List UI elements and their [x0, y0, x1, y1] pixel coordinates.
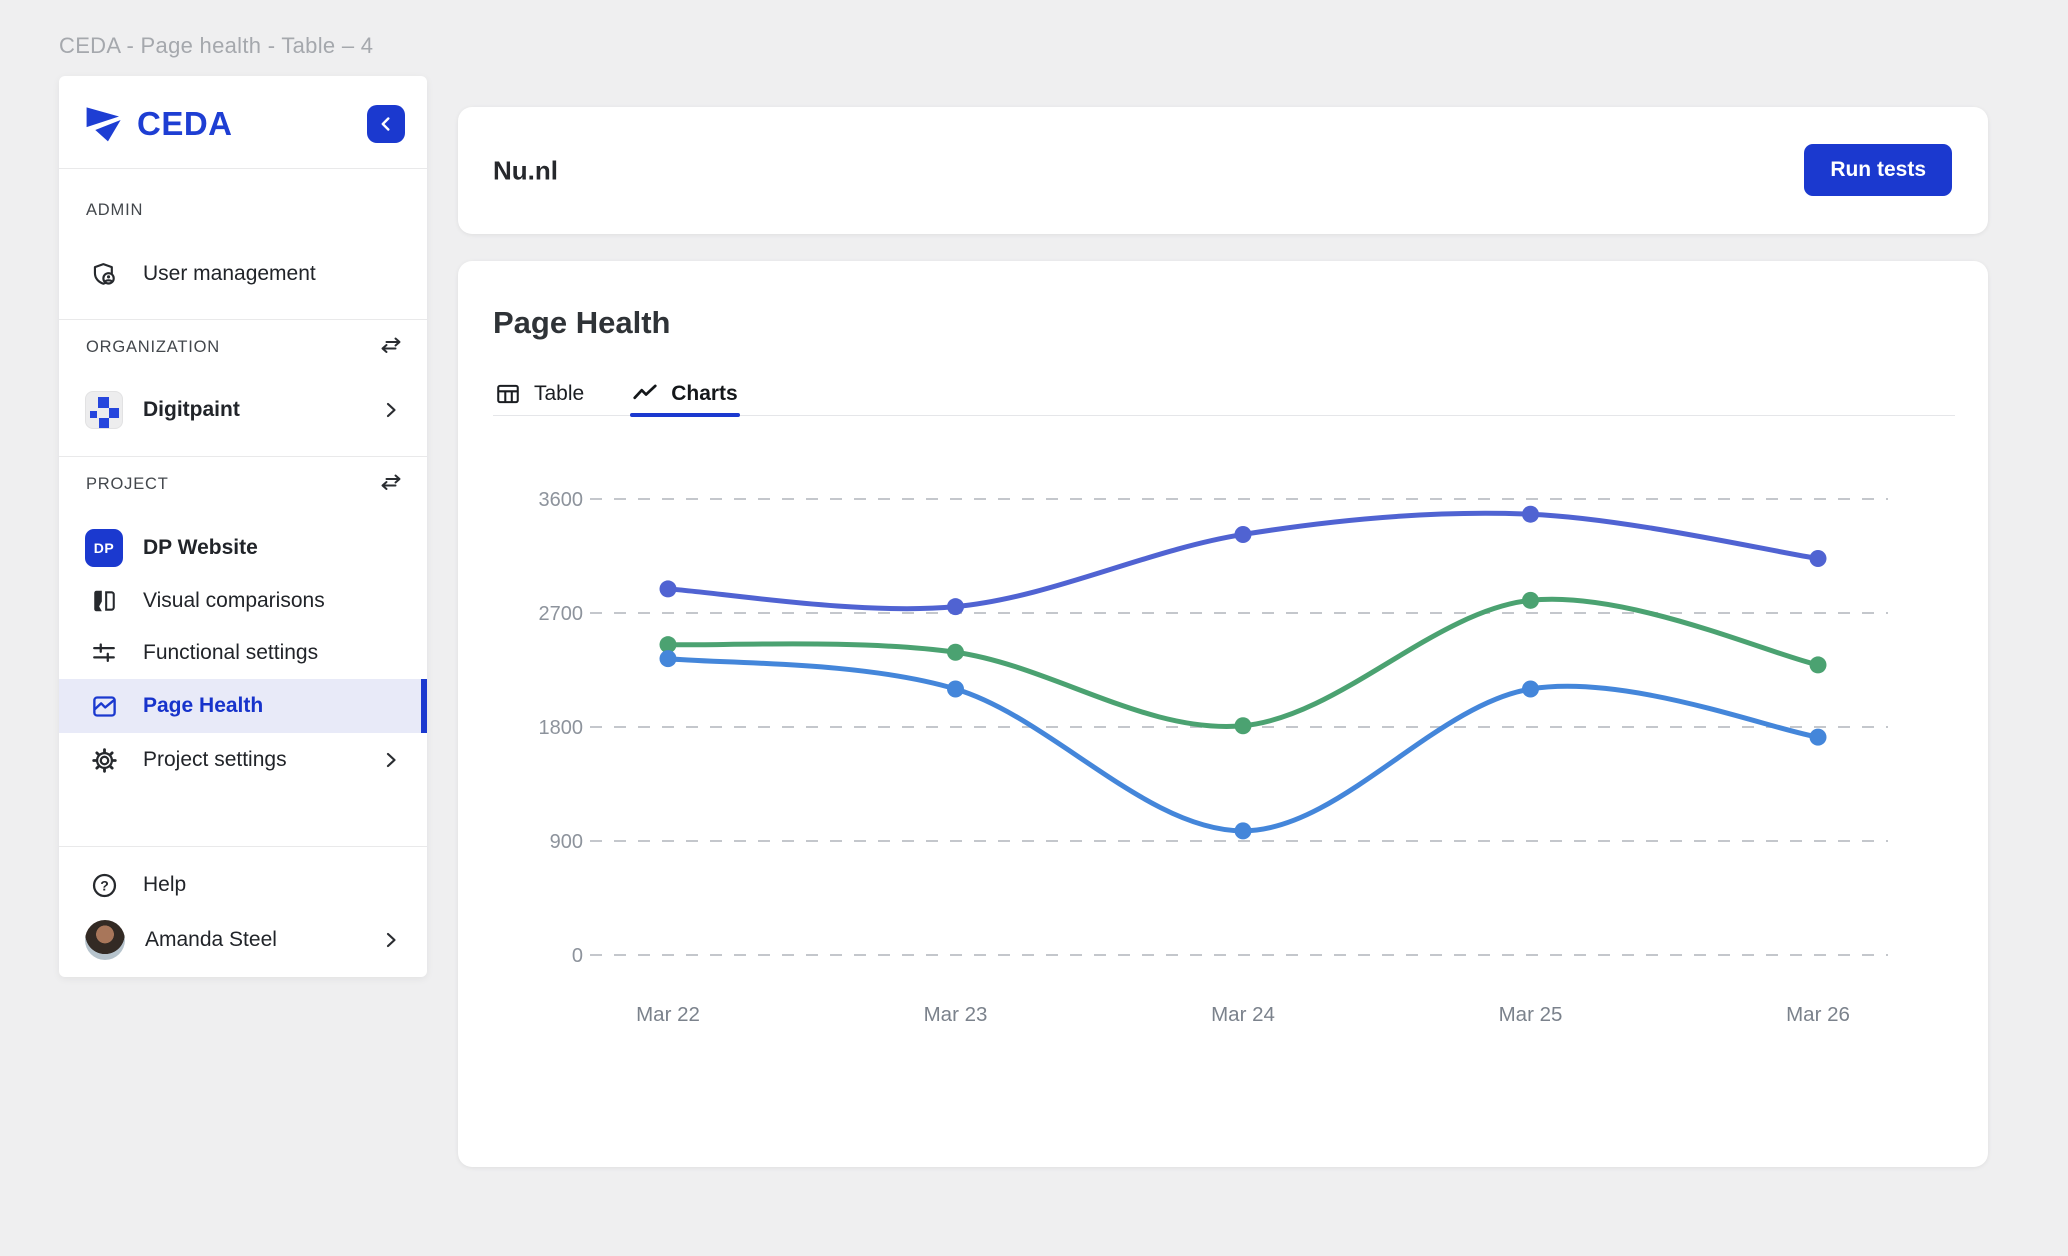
sidebar-spacer [59, 787, 427, 846]
divider [59, 456, 427, 457]
sidebar: CEDA ADMIN [59, 76, 427, 977]
chart-point-indigo [659, 580, 677, 598]
x-axis-tick-label: Mar 26 [1786, 1003, 1850, 1026]
sliders-icon [85, 634, 123, 672]
tab-label: Charts [671, 382, 738, 405]
chart-point-indigo [947, 598, 964, 616]
ceda-logo-icon [85, 105, 123, 143]
x-axis-tick-label: Mar 24 [1211, 1003, 1275, 1026]
switch-organization-icon[interactable] [379, 335, 403, 359]
sidebar-item-functional-settings[interactable]: Functional settings [59, 627, 427, 679]
tab-bar: Table Charts [493, 373, 1955, 417]
tab-charts[interactable]: Charts [630, 373, 740, 417]
y-axis-tick-label: 2700 [539, 603, 584, 625]
table-icon [495, 381, 521, 407]
divider [59, 319, 427, 320]
page-health-chart-icon [85, 687, 123, 725]
digitpaint-logo-icon [85, 391, 123, 429]
chart-point-green [1809, 656, 1827, 674]
line-chart-icon [632, 381, 658, 407]
chart-point-green [1522, 591, 1539, 609]
section-label: PROJECT [86, 474, 169, 493]
sidebar-item-visual-comparisons[interactable]: Visual comparisons [59, 575, 427, 627]
y-axis-tick-label: 1800 [539, 717, 584, 739]
avatar [85, 920, 125, 960]
page-health-chart: 0 900 1800 2700 3600 Mar 22 Mar 23 Mar 24 Mar 25… [458, 461, 1988, 1061]
sidebar-item-label: DP Website [143, 536, 258, 559]
sidebar-item-organization-digitpaint[interactable]: Digitpaint [59, 382, 427, 438]
shield-user-icon [85, 255, 123, 293]
brand: CEDA [85, 105, 233, 143]
line-chart-svg: 0 900 1800 2700 3600 Mar 22 Mar 23 Mar 24 Mar 25… [539, 489, 1888, 1026]
gear-icon [85, 741, 123, 779]
sidebar-item-label: Project settings [143, 748, 287, 771]
svg-text:?: ? [100, 877, 109, 893]
sidebar-item-dp-website[interactable]: DP DP Website [59, 521, 427, 575]
x-axis-tick-label: Mar 25 [1499, 1003, 1563, 1026]
section-label: ADMIN [86, 200, 144, 219]
chart-line-blue [665, 656, 1821, 834]
y-axis-tick-label: 3600 [539, 489, 584, 511]
sidebar-item-project-settings[interactable]: Project settings [59, 733, 427, 787]
page-title: Page Health [493, 305, 671, 340]
chart-point-blue [659, 650, 677, 668]
sidebar-item-label: Page Health [143, 694, 264, 717]
section-admin: ADMIN [59, 199, 427, 221]
sidebar-item-page-health[interactable]: Page Health [59, 679, 427, 733]
x-axis-tick-label: Mar 23 [924, 1003, 988, 1026]
chevron-right-icon [379, 398, 403, 422]
chevron-left-icon [375, 113, 397, 135]
page-health-card: Page Health Table [458, 261, 1988, 1167]
sidebar-item-help[interactable]: ? Help [59, 859, 427, 911]
switch-project-icon[interactable] [379, 472, 403, 496]
y-axis-tick-label: 0 [572, 945, 583, 967]
chart-point-green [947, 643, 964, 661]
brand-name: CEDA [137, 105, 233, 142]
sidebar-item-label: Help [143, 873, 187, 896]
user-name: Amanda Steel [145, 928, 277, 951]
x-axis-tick-label: Mar 22 [636, 1003, 700, 1026]
chart-point-indigo [1522, 505, 1539, 523]
divider [59, 846, 427, 847]
y-axis-tick-label: 900 [550, 831, 583, 853]
sidebar-item-label: User management [143, 262, 316, 285]
chart-point-blue [1522, 680, 1539, 698]
tab-label: Table [534, 382, 585, 405]
site-title: Nu.nl [493, 155, 558, 185]
logo-row: CEDA [59, 94, 427, 154]
chart-point-green [1234, 717, 1252, 735]
sidebar-collapse-button[interactable] [367, 105, 405, 143]
run-tests-button[interactable]: Run tests [1804, 144, 1952, 196]
section-project: PROJECT [59, 473, 427, 495]
dp-project-badge: DP [85, 529, 123, 567]
compare-icon [85, 582, 123, 620]
chart-point-indigo [1809, 550, 1827, 568]
chart-point-blue [1234, 822, 1252, 840]
chevron-right-icon [379, 748, 403, 772]
sidebar-item-label: Digitpaint [143, 398, 240, 421]
tab-table[interactable]: Table [493, 373, 586, 415]
chart-line-green [665, 596, 1821, 729]
sidebar-item-label: Functional settings [143, 641, 319, 664]
site-header-card: Nu.nl Run tests [458, 107, 1988, 234]
sidebar-item-label: Visual comparisons [143, 589, 325, 612]
help-icon: ? [85, 866, 123, 904]
sidebar-item-user-management[interactable]: User management [59, 245, 427, 303]
window-title: CEDA - Page health - Table – 4 [59, 33, 374, 58]
divider [59, 168, 427, 169]
chart-point-blue [947, 680, 964, 698]
chart-point-green [659, 636, 677, 654]
section-label: ORGANIZATION [86, 337, 220, 356]
chart-point-indigo [1234, 525, 1252, 543]
sidebar-item-account[interactable]: Amanda Steel [59, 911, 427, 969]
chart-point-blue [1809, 728, 1827, 746]
chevron-right-icon [379, 928, 403, 952]
section-organization: ORGANIZATION [59, 336, 427, 358]
